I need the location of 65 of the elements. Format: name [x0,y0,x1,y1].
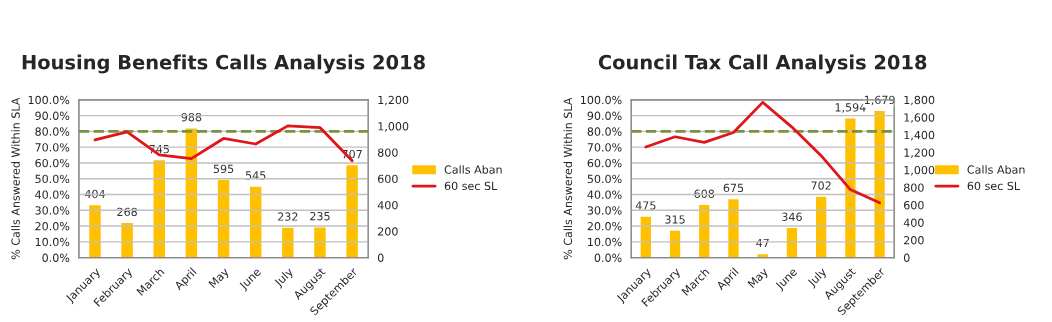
y2-tick-label: 800 [377,148,398,157]
y2-tick-label: 200 [378,227,398,236]
bar [785,226,799,258]
bar [216,178,231,258]
data-label: 595 [213,164,234,174]
y-tick-label: 0.0% [594,253,622,262]
chart-title: Housing Benefits Calls Analysis 2018 [22,54,425,74]
y2-tick-label: 1,200 [904,148,935,158]
y-tick-label: 70.0% [587,143,622,152]
y-tick-label: 40.0% [35,190,70,199]
data-label: 675 [723,183,744,193]
y-tick-label: 30.0% [587,206,622,215]
data-label: 702 [811,181,831,190]
y2-tick-label: 200 [904,236,924,245]
y-tick-label: 70.0% [35,143,70,152]
legend-label: Calls Aban [967,165,1025,174]
y2-tick-label: 600 [904,200,924,210]
y-tick-label: 50.0% [587,174,622,184]
y2-tick-label: 400 [903,218,924,227]
y-tick-label: 10.0% [588,237,622,247]
y-tick-label: 10.0% [35,237,70,247]
y2-tick-label: 600 [378,174,398,184]
bar [345,163,360,258]
y-tick-label: 90.0% [35,111,70,120]
y-tick-label: 60.0% [35,158,70,168]
legend-label: 60 sec SL [967,181,1020,191]
bar [668,229,682,258]
y-tick-label: 60.0% [587,158,622,168]
legend-label: Calls Aban [444,165,502,174]
y-axis-title: % Calls Answered Within SLA [563,97,573,260]
y2-tick-label: 1,800 [904,95,935,106]
data-label: 475 [635,201,656,210]
data-label: 315 [665,215,685,224]
y-tick-label: 100.0% [28,95,70,105]
bar [184,126,199,258]
data-label: 47 [756,238,769,247]
y2-tick-label: 400 [377,200,398,210]
y2-tick-label: 1,200 [378,95,409,106]
y2-tick-label: 1,000 [904,165,935,176]
y-tick-label: 40.0% [587,190,622,199]
data-label: 1,679 [864,95,895,106]
bar [814,195,828,258]
y2-tick-label: 0 [903,253,910,262]
y-tick-label: 30.0% [35,206,70,215]
bar [248,185,263,258]
bar [726,197,741,258]
legend-label: 60 sec SL [444,181,498,191]
data-label: 235 [310,211,330,221]
y-tick-label: 80.0% [35,127,70,136]
y-tick-label: 50.0% [35,174,70,184]
chart-title: Council Tax Call Analysis 2018 [598,54,927,74]
data-label: 232 [278,212,298,221]
y-tick-label: 20.0% [587,222,622,231]
y-axis-title: % Calls Answered Within SLA [11,97,20,260]
y2-tick-label: 1,600 [904,113,935,123]
y-tick-label: 80.0% [587,127,622,136]
y2-tick-label: 0 [377,253,384,262]
y2-tick-label: 1,400 [904,130,935,141]
y-tick-label: 0.0% [42,253,70,262]
y2-tick-label: 800 [903,183,924,192]
data-label: 346 [782,212,802,221]
y2-tick-label: 1,000 [378,122,409,132]
y-tick-label: 90.0% [587,111,622,120]
y-tick-label: 20.0% [35,222,70,231]
y-tick-label: 100.0% [581,95,622,105]
